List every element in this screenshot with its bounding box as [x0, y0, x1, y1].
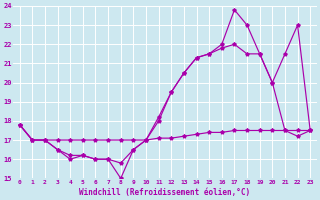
X-axis label: Windchill (Refroidissement éolien,°C): Windchill (Refroidissement éolien,°C)	[79, 188, 251, 197]
